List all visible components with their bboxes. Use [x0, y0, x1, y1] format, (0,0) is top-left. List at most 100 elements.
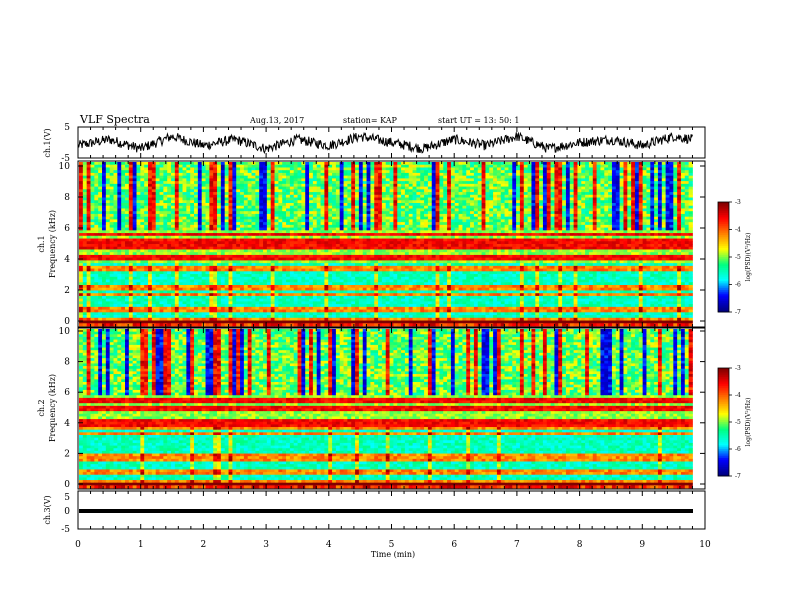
- ch1-spectrogram-cell: [125, 178, 130, 182]
- ch1-spectrogram-cell: [608, 186, 613, 190]
- ch1-spectrogram-cell: [500, 172, 505, 177]
- ch1-spectrogram-cell: [140, 183, 145, 187]
- ch1-spectrogram-cell: [201, 172, 206, 177]
- ch1-spectrogram-cell: [447, 178, 452, 182]
- ch1-spectrogram-cell: [519, 213, 525, 218]
- ch1-spectrogram-cell: [477, 208, 482, 212]
- ch1-spectrogram-cell: [347, 194, 352, 198]
- ch1-spectrogram-cell: [519, 211, 525, 215]
- ch1-spectrogram-cell: [646, 224, 651, 228]
- ch1-spectrogram-cell: [665, 203, 670, 207]
- ch1-spectrogram-cell: [178, 216, 183, 220]
- ch1-spectrogram-cell: [627, 175, 632, 179]
- ch1-spectrogram-cell: [332, 211, 337, 215]
- ch1-spectrogram-cell: [259, 213, 264, 218]
- ch1-spectrogram-cell: [542, 208, 548, 212]
- ch1-spectrogram-cell: [90, 189, 95, 193]
- ch1-spectrogram-cell: [171, 222, 176, 226]
- ch1-spectrogram-cell: [151, 192, 157, 196]
- ch1-spectrogram-cell: [113, 186, 118, 190]
- ch1-spectrogram-cell: [443, 233, 448, 237]
- ch1-spectrogram-cell: [646, 205, 651, 209]
- ch1-spectrogram-cell: [546, 205, 551, 209]
- ch1-spectrogram-cell: [688, 227, 693, 231]
- ch1-spectrogram-cell: [450, 219, 456, 223]
- ch1-spectrogram-cell: [535, 227, 540, 231]
- ch1-spectrogram-cell: [554, 164, 559, 168]
- ch1-spectrogram-cell: [82, 208, 88, 212]
- ch1-spectrogram-cell: [247, 241, 252, 245]
- ch1-spectrogram-cell: [236, 213, 241, 218]
- ch1-spectrogram-cell: [374, 227, 379, 231]
- ch1-spectrogram-cell: [263, 213, 268, 218]
- ch1-spectrogram-cell: [332, 244, 337, 248]
- ch1-spectrogram-cell: [646, 183, 651, 187]
- ch1-spectrogram-cell: [493, 233, 498, 237]
- ch1-spectrogram-cell: [213, 241, 218, 245]
- ch1-spectrogram-cell: [98, 175, 103, 179]
- ch1-spectrogram-cell: [378, 183, 383, 187]
- ch1-spectrogram-cell: [516, 219, 521, 223]
- ch1-spectrogram-cell: [684, 167, 690, 171]
- ch1-spectrogram-cell: [140, 181, 145, 185]
- ch1-spectrogram-cell: [167, 183, 172, 187]
- ch1-spectrogram-cell: [435, 189, 440, 193]
- ch1-spectrogram-cell: [527, 205, 532, 209]
- ch1-spectrogram-cell: [102, 230, 107, 234]
- ch1-spectrogram-cell: [355, 230, 360, 234]
- ch1-spectrogram-cell: [565, 205, 571, 209]
- ch1-spectrogram-cell: [174, 238, 180, 242]
- ch1-spectrogram-cell: [408, 203, 413, 207]
- ch1-spectrogram-cell: [523, 200, 528, 204]
- ch1-spectrogram-cell: [604, 222, 609, 226]
- ch1-spectrogram-cell: [209, 233, 214, 237]
- ch1-spectrogram-cell: [615, 189, 621, 193]
- ch1-spectrogram-cell: [155, 213, 160, 218]
- ch1-spectrogram-cell: [523, 181, 528, 185]
- ch1-spectrogram-cell: [232, 227, 237, 231]
- ch1-spectrogram-cell: [289, 200, 295, 204]
- ch1-spectrogram-cell: [220, 178, 226, 182]
- ch1-spectrogram-cell: [259, 233, 264, 237]
- ch1-spectrogram-cell: [604, 164, 609, 168]
- ch1-spectrogram-cell: [358, 219, 364, 223]
- ch1-spectrogram-cell: [217, 189, 222, 193]
- ch1-spectrogram-cell: [661, 200, 667, 204]
- ch1-spectrogram-cell: [362, 197, 367, 201]
- ch1-spectrogram-cell: [174, 172, 180, 177]
- ch1-spectrogram-cell: [481, 219, 486, 223]
- ch1-spectrogram-cell: [309, 224, 314, 228]
- ch1-spectrogram-cell: [615, 178, 621, 182]
- ch1-spectrogram-cell: [558, 181, 563, 185]
- ch1-spectrogram-cell: [588, 189, 594, 193]
- ch1-spectrogram-cell: [634, 216, 640, 220]
- ch1-spectrogram-cell: [466, 233, 471, 237]
- ch1-spectrogram-cell: [240, 192, 245, 196]
- ch1-spectrogram-cell: [684, 227, 690, 231]
- ch1-spectrogram-cell: [205, 219, 210, 223]
- ch1-spectrogram-cell: [477, 200, 482, 204]
- ch1-spectrogram-cell: [316, 230, 321, 234]
- ch1-spectrogram-cell: [397, 200, 402, 204]
- ch1-spectrogram-cell: [171, 162, 176, 166]
- ch1-spectrogram-cell: [151, 244, 157, 248]
- ch1-spectrogram-cell: [217, 167, 222, 171]
- ch1-spectrogram-cell: [136, 213, 141, 218]
- ch1-spectrogram-cell: [266, 219, 272, 223]
- ch1-spectrogram-cell: [278, 186, 283, 190]
- ch1-spectrogram-cell: [562, 216, 567, 220]
- ch1-spectrogram-cell: [217, 208, 222, 212]
- ch1-spectrogram-cell: [335, 222, 341, 226]
- ch1-spectrogram-cell: [148, 181, 153, 185]
- ch1-spectrogram-cell: [90, 230, 95, 234]
- ch1-spectrogram-cell: [416, 181, 421, 185]
- ch1-spectrogram-cell: [194, 238, 199, 242]
- ch1-spectrogram-cell: [581, 181, 586, 185]
- ch1-spectrogram-cell: [220, 233, 226, 237]
- ch1-spectrogram-cell: [366, 241, 371, 245]
- ch1-spectrogram-cell: [615, 162, 621, 166]
- ch1-spectrogram-cell: [343, 162, 348, 166]
- ch1-spectrogram-cell: [669, 200, 674, 204]
- ch1-spectrogram-cell: [209, 162, 214, 166]
- ch1-spectrogram-cell: [680, 241, 686, 245]
